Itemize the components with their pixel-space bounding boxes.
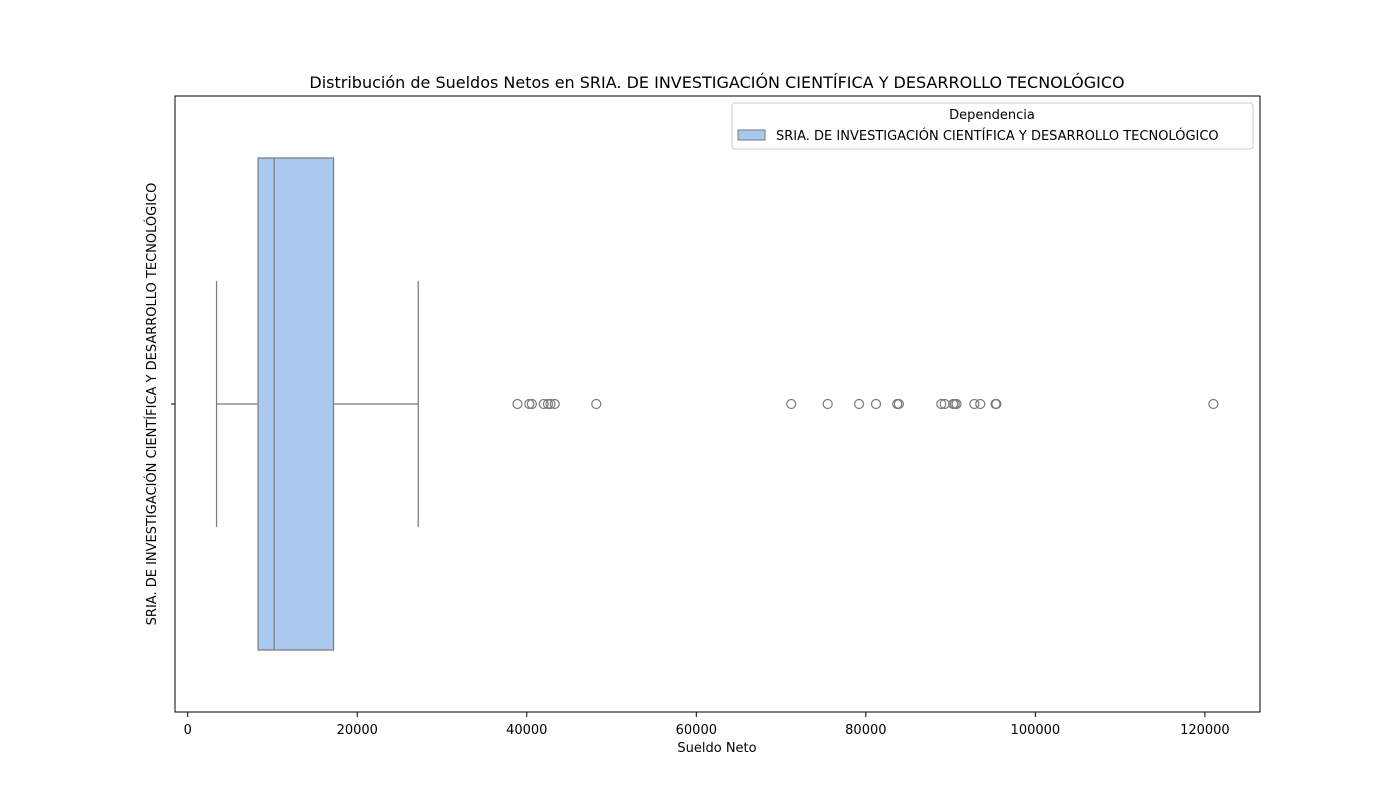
box-plot-group	[215, 157, 1219, 651]
x-tick-label: 40000	[506, 723, 547, 738]
outlier-point	[526, 398, 537, 410]
x-tick-label: 80000	[845, 723, 886, 738]
x-axis-label: Sueldo Neto	[677, 741, 756, 756]
outlier-point	[1208, 398, 1219, 410]
outlier-point	[545, 398, 556, 410]
outlier-point	[822, 398, 833, 410]
outlier-point	[786, 398, 797, 410]
legend-frame	[731, 102, 1254, 150]
outlier-point	[512, 398, 523, 410]
x-tick-label: 20000	[337, 723, 378, 738]
x-tick-label: 100000	[1011, 723, 1061, 738]
x-tick-label: 0	[184, 723, 192, 738]
outlier-point	[936, 398, 947, 410]
outlier-point	[951, 398, 962, 410]
outlier-point	[870, 398, 882, 410]
outlier-point	[853, 398, 865, 410]
y-axis-label: SRIA. DE INVESTIGACIÓN CIENTÍFICA Y DESA…	[144, 183, 160, 626]
outlier-point	[893, 398, 904, 410]
x-tick-label: 60000	[676, 723, 717, 738]
outlier-point	[969, 398, 980, 410]
outlier-point	[542, 398, 554, 410]
x-axis-ticks: 0 20000 40000 60000 80000 100000 120000	[184, 712, 1230, 738]
legend-entry-label: SRIA. DE INVESTIGACIÓN CIENTÍFICA Y DESA…	[776, 128, 1219, 144]
outlier-point	[538, 398, 549, 410]
x-tick-label: 120000	[1180, 723, 1230, 738]
outlier-point	[991, 398, 1002, 410]
legend-swatch	[737, 129, 766, 141]
chart-title: Distribución de Sueldos Netos en SRIA. D…	[309, 73, 1124, 92]
outlier-point	[591, 398, 602, 410]
legend-title: Dependencia	[949, 108, 1035, 123]
legend: Dependencia SRIA. DE INVESTIGACIÓN CIENT…	[731, 102, 1254, 150]
outlier-point	[549, 398, 560, 410]
iqr-box	[257, 157, 335, 651]
outlier-point	[975, 398, 986, 410]
outlier-point	[524, 398, 535, 410]
